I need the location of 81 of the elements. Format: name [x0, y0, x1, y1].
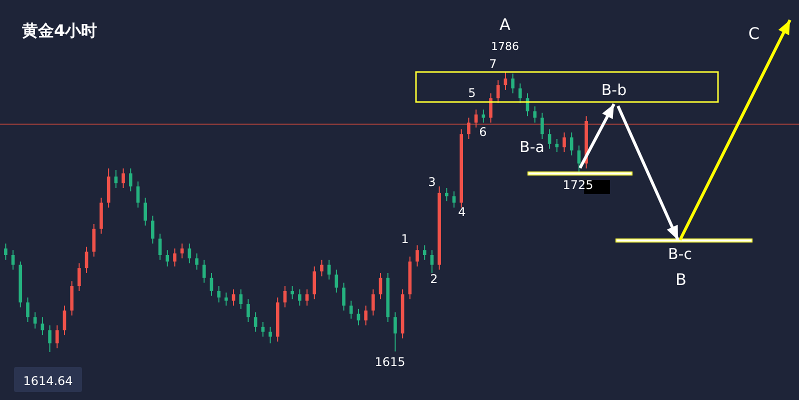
- candlestick: [298, 288, 302, 306]
- candlestick: [422, 244, 426, 260]
- candlestick: [92, 223, 96, 258]
- candlestick: [114, 170, 118, 189]
- candlestick: [305, 288, 309, 306]
- candlestick: [84, 246, 88, 274]
- annotation: B-a: [520, 138, 544, 156]
- candlestick: [356, 308, 360, 326]
- text: B-c: [668, 245, 692, 263]
- candlestick: [334, 269, 338, 294]
- chart-title: 黄金4小时: [21, 21, 98, 40]
- candlestick: [312, 266, 316, 300]
- candlestick: [283, 286, 287, 308]
- candlestick: [320, 259, 324, 277]
- annotation: 5: [468, 86, 476, 100]
- candlestick: [128, 168, 132, 192]
- text: A: [500, 15, 511, 34]
- candlestick: [62, 305, 66, 336]
- candlestick: [445, 188, 448, 202]
- candlestick: [430, 250, 434, 274]
- candlestick: [246, 298, 250, 322]
- candlestick: [518, 82, 522, 104]
- candlestick: [217, 286, 220, 303]
- annotation: 2: [430, 272, 438, 286]
- candlestick: [55, 324, 59, 349]
- text: 1786: [491, 40, 519, 53]
- text: C: [748, 24, 760, 43]
- candlestick: [254, 312, 258, 332]
- text: 1615: [374, 355, 406, 369]
- candlestick: [232, 288, 236, 306]
- annotation: 6: [479, 125, 487, 139]
- candlestick: [173, 248, 176, 267]
- candlestick: [342, 282, 346, 312]
- candlestick: [261, 322, 265, 338]
- candlestick: [496, 80, 500, 104]
- candlestick: [482, 109, 486, 124]
- candlestick: [210, 272, 214, 296]
- candlestick: [562, 132, 566, 153]
- candlestick: [349, 300, 353, 320]
- candlestick: [548, 128, 552, 150]
- candlestick: [394, 312, 397, 352]
- annotation: 4: [458, 205, 466, 219]
- text: 7: [489, 57, 497, 71]
- candlestick: [11, 250, 15, 270]
- candlestick: [372, 288, 375, 316]
- candlestick: [540, 112, 544, 140]
- candlestick: [416, 244, 419, 267]
- candlestick: [33, 312, 37, 330]
- candlestick: [239, 288, 243, 310]
- candlestick: [158, 233, 162, 260]
- candlestick: [290, 286, 294, 300]
- candlestick: [452, 190, 456, 208]
- candlestick: [467, 117, 470, 140]
- candlestick: [489, 92, 492, 124]
- candlestick: [511, 73, 514, 94]
- candlestick: [202, 259, 206, 284]
- candlestick: [533, 106, 537, 124]
- annotation: 3: [428, 175, 436, 189]
- candlestick: [268, 326, 272, 344]
- candlestick: [26, 296, 30, 322]
- candlestick: [570, 132, 574, 156]
- candlestick: [577, 145, 581, 172]
- text: B: [676, 270, 686, 289]
- candlestick: [4, 243, 8, 260]
- candlestick: [504, 72, 508, 90]
- candlestick: [188, 243, 192, 264]
- text: 1614.64: [23, 374, 73, 388]
- candlestick: [122, 168, 125, 189]
- candlestick: [144, 197, 147, 226]
- candlestick: [166, 250, 170, 267]
- candlestick: [78, 262, 81, 292]
- annotation: 1725: [562, 178, 594, 192]
- text: B-b: [601, 81, 627, 99]
- candlestick: [40, 316, 44, 336]
- candlestick: [195, 252, 198, 270]
- candlestick: [48, 324, 52, 352]
- candlestick: [364, 305, 368, 326]
- candlestick: [180, 243, 184, 259]
- candlestick: [151, 215, 154, 244]
- candlestick: [224, 292, 228, 306]
- annotation: 1: [401, 232, 409, 246]
